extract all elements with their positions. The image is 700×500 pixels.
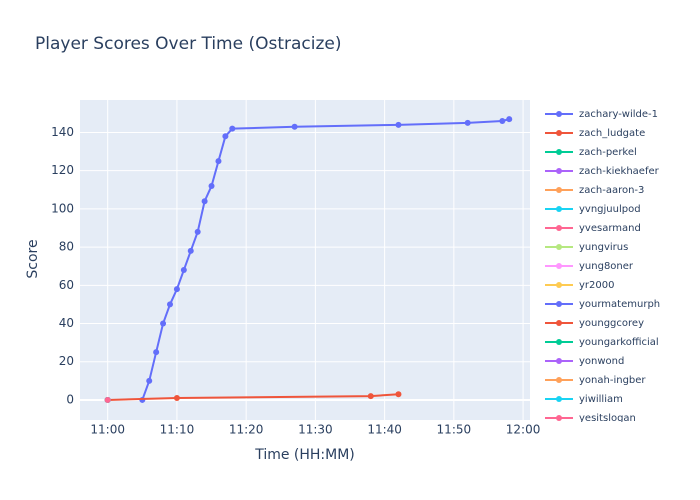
legend-label: yonwond [579, 356, 624, 367]
point [464, 119, 471, 126]
legend-label: yungvirus [579, 242, 628, 253]
legend-label: zach-kiekhaefer [579, 166, 660, 177]
legend-marker [556, 168, 562, 174]
point [187, 247, 194, 254]
legend-label: yr2000 [579, 280, 614, 291]
legend-marker [556, 377, 562, 383]
y-tick-label: 140 [51, 125, 74, 139]
point [208, 182, 215, 189]
legend-marker [556, 244, 562, 250]
legend-marker [556, 111, 562, 117]
point [395, 391, 402, 398]
legend-label: yung8oner [579, 261, 634, 272]
legend-label: yvesarmand [579, 223, 641, 234]
x-tick-label: 11:00 [90, 423, 125, 437]
x-tick-label: 11:40 [367, 423, 402, 437]
point [173, 286, 180, 293]
y-tick-label: 80 [59, 240, 74, 254]
point [160, 320, 167, 327]
y-tick-label: 60 [59, 278, 74, 292]
legend-marker [556, 415, 562, 421]
y-tick-label: 100 [51, 201, 74, 215]
legend-marker [556, 130, 562, 136]
y-axis-label: Score [25, 239, 41, 278]
point [194, 228, 201, 235]
point [367, 393, 374, 400]
point [173, 395, 180, 402]
legend-marker [556, 320, 562, 326]
legend-marker [556, 225, 562, 231]
chart-title: Player Scores Over Time (Ostracize) [35, 34, 342, 54]
point [229, 125, 236, 132]
point [222, 133, 229, 140]
y-tick-label: 120 [51, 163, 74, 177]
x-tick-label: 11:50 [437, 423, 472, 437]
legend-marker [556, 301, 562, 307]
legend-marker [556, 187, 562, 193]
legend-marker [556, 282, 562, 288]
x-tick-label: 12:00 [506, 423, 541, 437]
point [104, 396, 111, 403]
y-tick-label: 0 [66, 392, 74, 406]
point [395, 121, 402, 128]
legend-label: younggcorey [579, 318, 644, 329]
y-tick-label: 40 [59, 316, 74, 330]
legend-label: zach-aaron-3 [579, 185, 644, 196]
x-tick-label: 11:10 [160, 423, 195, 437]
point [167, 301, 173, 308]
point [153, 349, 160, 356]
point [291, 123, 298, 130]
point [499, 118, 506, 125]
legend-label: youngarkofficial [579, 337, 659, 348]
series-line [107, 393, 399, 401]
legend-marker [556, 263, 562, 269]
y-tick-label: 20 [59, 354, 74, 368]
point [215, 158, 222, 165]
x-tick-label: 11:20 [229, 423, 264, 437]
x-tick-label: 11:30 [298, 423, 333, 437]
legend-label: yourmatemurph [579, 299, 660, 310]
legend-marker [556, 206, 562, 212]
legend-marker [556, 358, 562, 364]
point [201, 198, 208, 205]
legend-label: zachary-wilde-1 [579, 109, 658, 120]
legend-label: zach_ludgate [579, 128, 645, 139]
legend-label: yesitslogan [579, 413, 636, 424]
legend-label: yonah-ingber [579, 375, 646, 386]
point [146, 377, 153, 384]
legend-label: zach-perkel [579, 147, 637, 158]
legend-label: yvngjuulpod [579, 204, 641, 215]
legend-marker [556, 396, 562, 402]
point [180, 267, 187, 274]
point [506, 116, 513, 123]
legend-marker [556, 339, 562, 345]
x-axis-label: Time (HH:MM) [254, 447, 355, 463]
plot-area [80, 100, 530, 420]
legend-marker [556, 149, 562, 155]
legend-label: yiwilliam [579, 394, 623, 405]
